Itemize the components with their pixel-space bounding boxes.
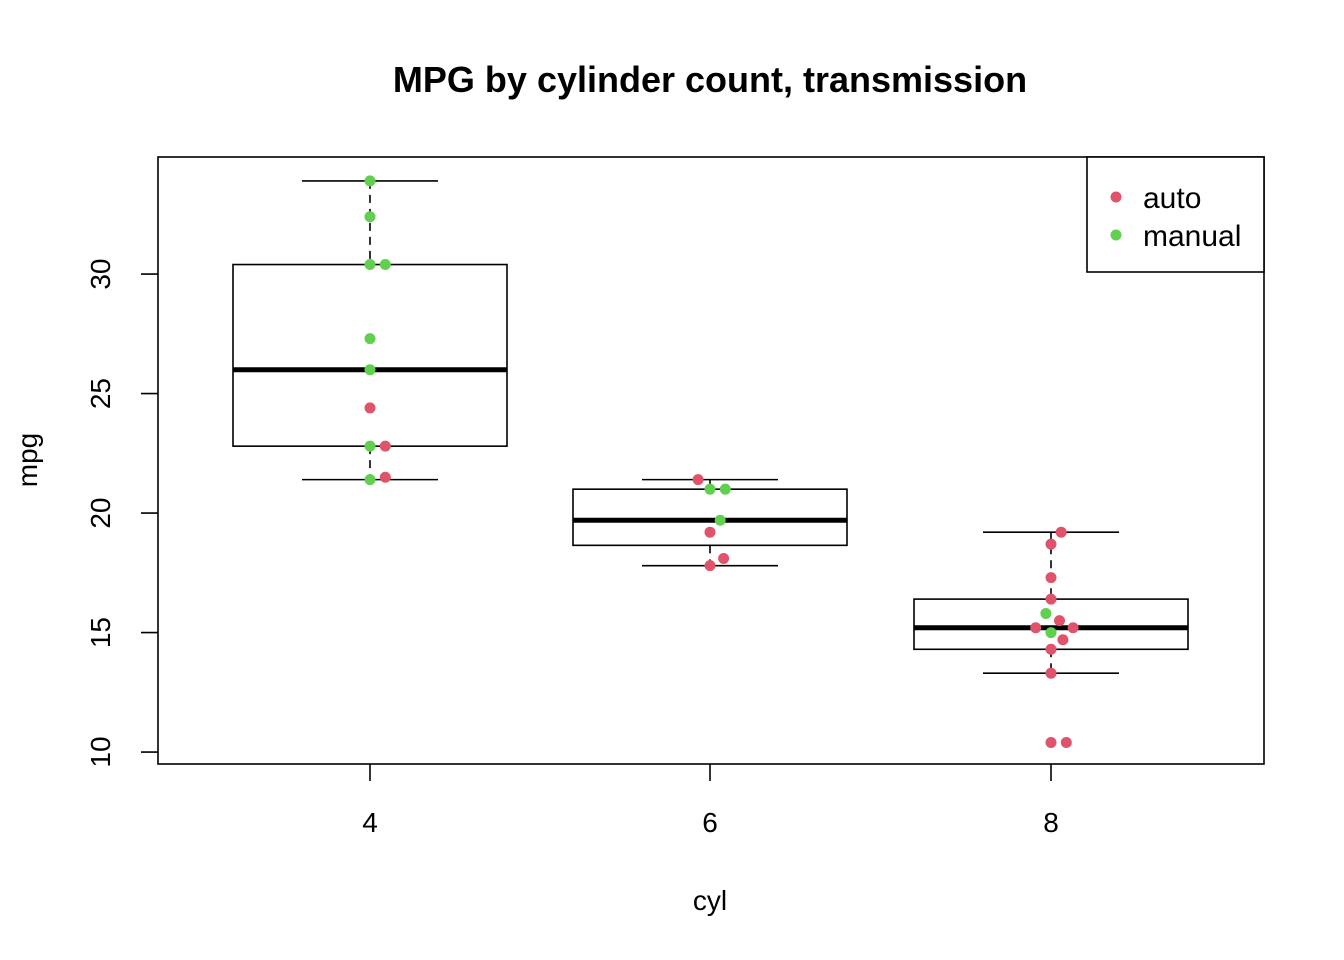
legend-marker-manual (1110, 229, 1122, 241)
data-point-auto (364, 402, 376, 414)
data-point-manual (1045, 627, 1057, 639)
data-point-auto (1045, 643, 1057, 655)
legend-box (1086, 156, 1265, 273)
chart-title: MPG by cylinder count, transmission (393, 59, 1027, 100)
series-auto (364, 402, 1079, 748)
y-tick-label: 15 (85, 617, 116, 648)
data-point-manual (364, 440, 376, 452)
data-point-manual (714, 514, 726, 526)
data-point-auto (1067, 622, 1079, 634)
data-point-manual (1040, 607, 1052, 619)
x-axis-label: cyl (693, 885, 727, 916)
y-tick-label: 25 (85, 378, 116, 409)
y-tick-label: 10 (85, 736, 116, 767)
y-axis-label: mpg (12, 433, 43, 487)
legend-marker-auto (1110, 191, 1122, 203)
series-manual (364, 175, 1057, 639)
plot-frame (157, 156, 1265, 765)
data-point-auto (1045, 667, 1057, 679)
data-point-auto (1060, 736, 1072, 748)
data-point-auto (379, 440, 391, 452)
data-point-auto (704, 560, 716, 572)
data-point-manual (379, 259, 391, 271)
legend: auto manual (1086, 156, 1265, 273)
box-iqr (232, 263, 508, 447)
data-point-auto (692, 474, 704, 486)
data-point-auto (704, 526, 716, 538)
data-point-auto (1045, 538, 1057, 550)
chart-marks (232, 175, 1189, 748)
data-point-manual (364, 211, 376, 223)
data-point-manual (704, 483, 716, 495)
data-point-manual (364, 364, 376, 376)
y-tick-label: 20 (85, 497, 116, 528)
data-point-manual (364, 333, 376, 345)
data-point-manual (364, 175, 376, 187)
data-point-manual (719, 483, 731, 495)
axes: 4 6 8 10 15 20 25 30 (85, 259, 1059, 838)
x-tick-label: 6 (702, 807, 718, 838)
y-tick-label: 30 (85, 259, 116, 290)
data-point-manual (364, 474, 376, 486)
legend-label-auto: auto (1143, 182, 1201, 215)
data-point-auto (1030, 622, 1042, 634)
data-point-auto (718, 552, 730, 564)
data-point-auto (1045, 593, 1057, 605)
box-iqr (913, 598, 1189, 651)
plot-area (157, 156, 1265, 765)
x-tick-label: 4 (362, 807, 378, 838)
data-point-auto (379, 471, 391, 483)
data-point-auto (1045, 736, 1057, 748)
x-tick-label: 8 (1043, 807, 1059, 838)
data-point-auto (1054, 615, 1065, 627)
data-point-manual (364, 259, 376, 271)
data-point-auto (1055, 526, 1067, 538)
box-4 (232, 180, 508, 481)
legend-label-manual: manual (1143, 220, 1241, 253)
data-point-auto (1045, 572, 1057, 584)
data-point-auto (1057, 634, 1069, 646)
